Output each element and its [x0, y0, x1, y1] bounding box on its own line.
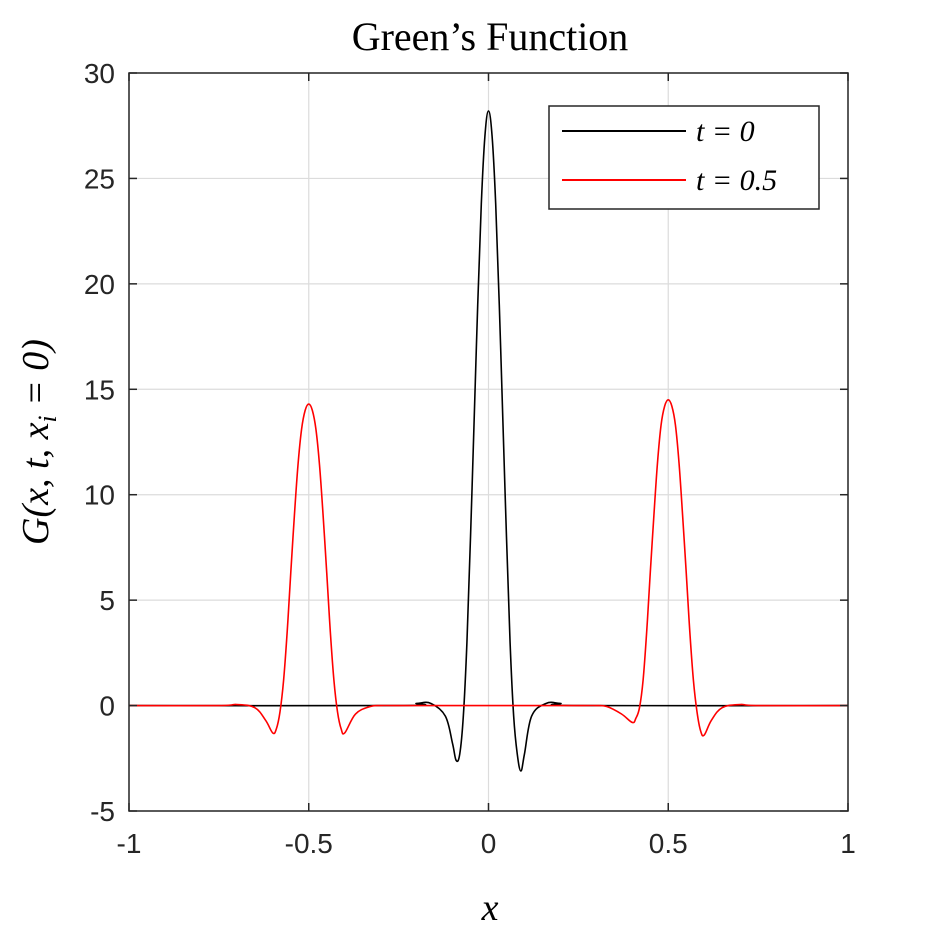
legend-box — [548, 105, 820, 210]
legend: t = 0 t = 0.5 — [548, 105, 820, 210]
y-tick-label: 0 — [99, 691, 115, 722]
series-line-1 — [128, 399, 849, 737]
legend-label-t05: t = 0.5 — [696, 164, 777, 197]
y-axis-label-subscript: i — [33, 415, 62, 422]
chart-title: Green’s Function — [352, 14, 629, 59]
x-tick-label: 1 — [840, 828, 856, 859]
x-tick-label: -1 — [117, 828, 142, 859]
legend-label-t0: t = 0 — [696, 115, 755, 148]
y-tick-label: 15 — [84, 374, 115, 405]
axis-ticks: -1 -0.5 0 0.5 1 -5 0 5 10 15 20 25 30 — [84, 58, 856, 859]
y-tick-label: 20 — [84, 269, 115, 300]
series-lines — [128, 110, 849, 772]
y-tick-label: 25 — [84, 163, 115, 194]
series-line-0 — [128, 110, 849, 772]
x-tick-label: 0.5 — [649, 828, 688, 859]
y-axis-label-prefix: G(x, t, x — [15, 422, 57, 545]
x-tick-label: -0.5 — [285, 828, 333, 859]
y-tick-label: 10 — [84, 480, 115, 511]
y-tick-label: 30 — [84, 58, 115, 89]
x-axis-label: x — [481, 887, 499, 929]
y-axis-label-suffix: = 0) — [15, 339, 57, 415]
y-tick-label: -5 — [90, 796, 115, 827]
y-axis-label: G(x, t, xi = 0) — [15, 339, 62, 545]
x-tick-label: 0 — [481, 828, 497, 859]
y-tick-label: 5 — [99, 585, 115, 616]
grid-lines — [128, 72, 849, 812]
